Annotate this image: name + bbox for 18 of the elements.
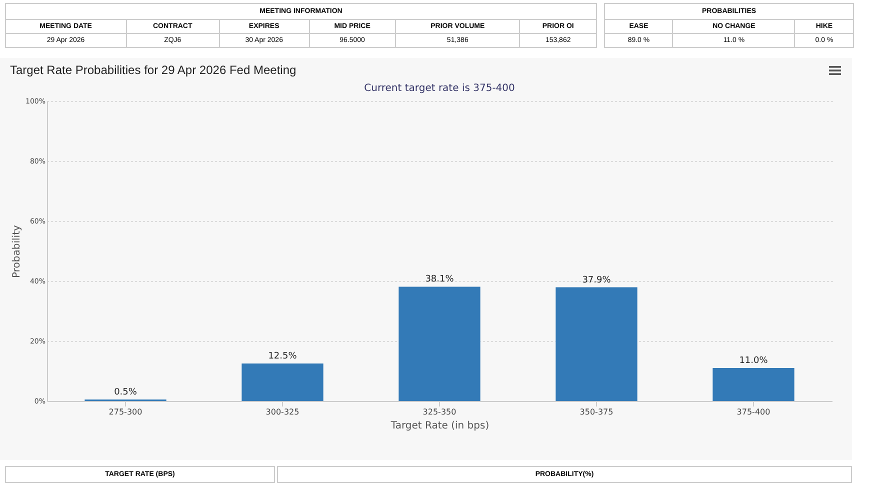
x-tick-label: 275-300 xyxy=(108,408,142,416)
chart-subtitle: Current target rate is 375-400 xyxy=(364,83,515,94)
x-axis-title: Target Rate (in bps) xyxy=(390,420,490,432)
bar xyxy=(398,286,480,401)
data-label: 0.5% xyxy=(114,388,138,398)
x-tick-label: 300-325 xyxy=(266,408,300,416)
data-label: 11.0% xyxy=(739,356,768,366)
data-label: 12.5% xyxy=(268,352,298,362)
x-tick-label: 350-375 xyxy=(580,408,614,416)
y-axis-title: Probability xyxy=(11,224,22,278)
data-label: 38.1% xyxy=(425,274,454,285)
chart-title: Target Rate Probabilities for 29 Apr 2026 Fed Meeting xyxy=(10,63,296,77)
bar xyxy=(712,368,794,401)
x-tick-label: 325-350 xyxy=(422,408,456,416)
bar xyxy=(556,287,638,401)
bar xyxy=(242,364,324,401)
data-label: 37.9% xyxy=(582,275,612,286)
x-tick-label: 375-400 xyxy=(736,408,770,416)
